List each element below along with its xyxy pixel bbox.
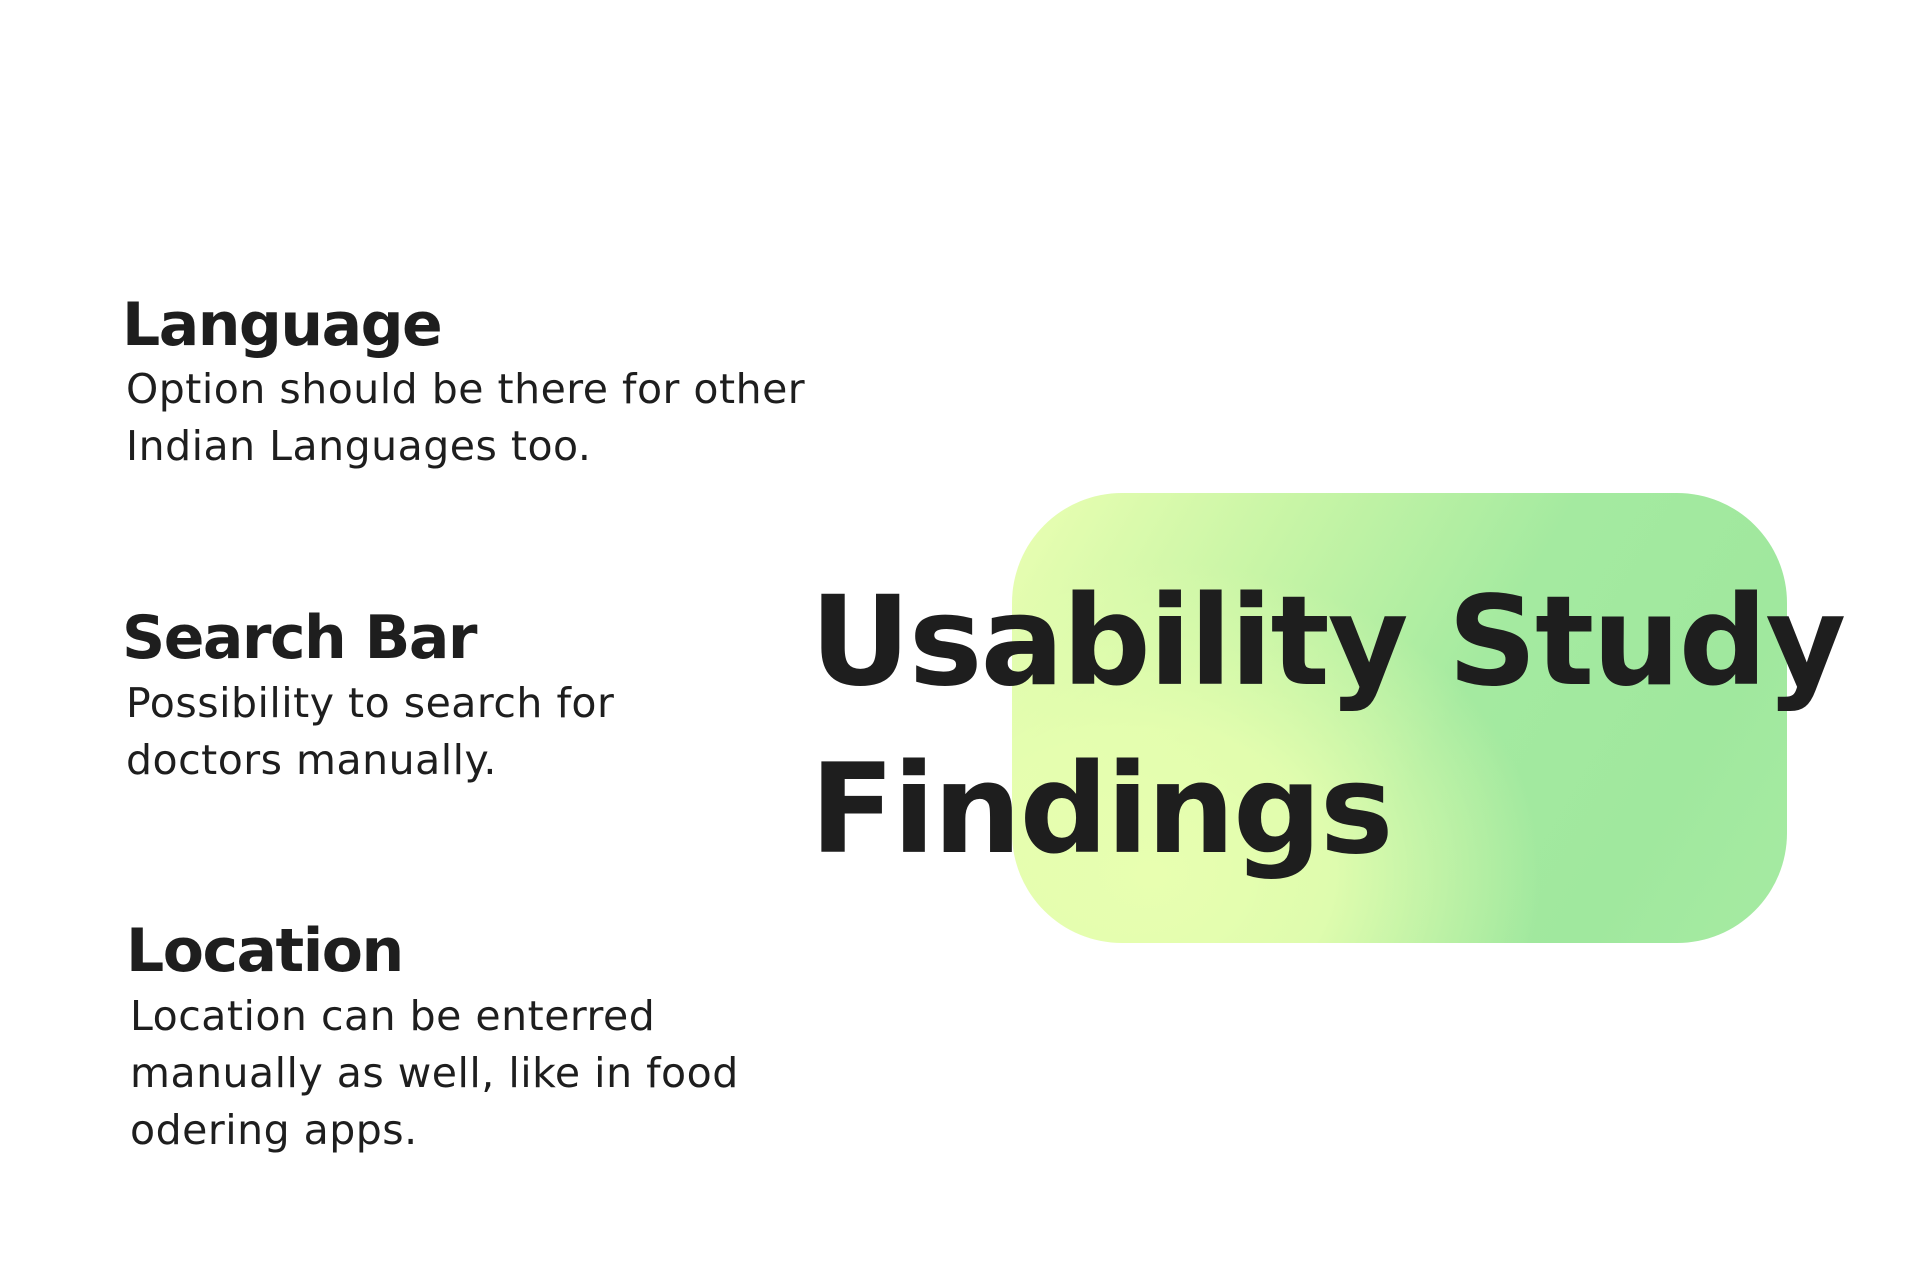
finding-description: Location can be enterred manually as wel… bbox=[130, 992, 739, 1154]
finding-description: Option should be there for other Indian … bbox=[126, 365, 806, 470]
finding-title: Search Bar bbox=[122, 603, 477, 673]
hero-gradient-card bbox=[1012, 493, 1787, 943]
finding-title: Location bbox=[126, 916, 404, 986]
finding-title: Language bbox=[122, 290, 443, 360]
finding-description: Possibility to search for doctors manual… bbox=[126, 679, 615, 784]
hero-title: Usability Study Findings bbox=[810, 570, 1846, 882]
